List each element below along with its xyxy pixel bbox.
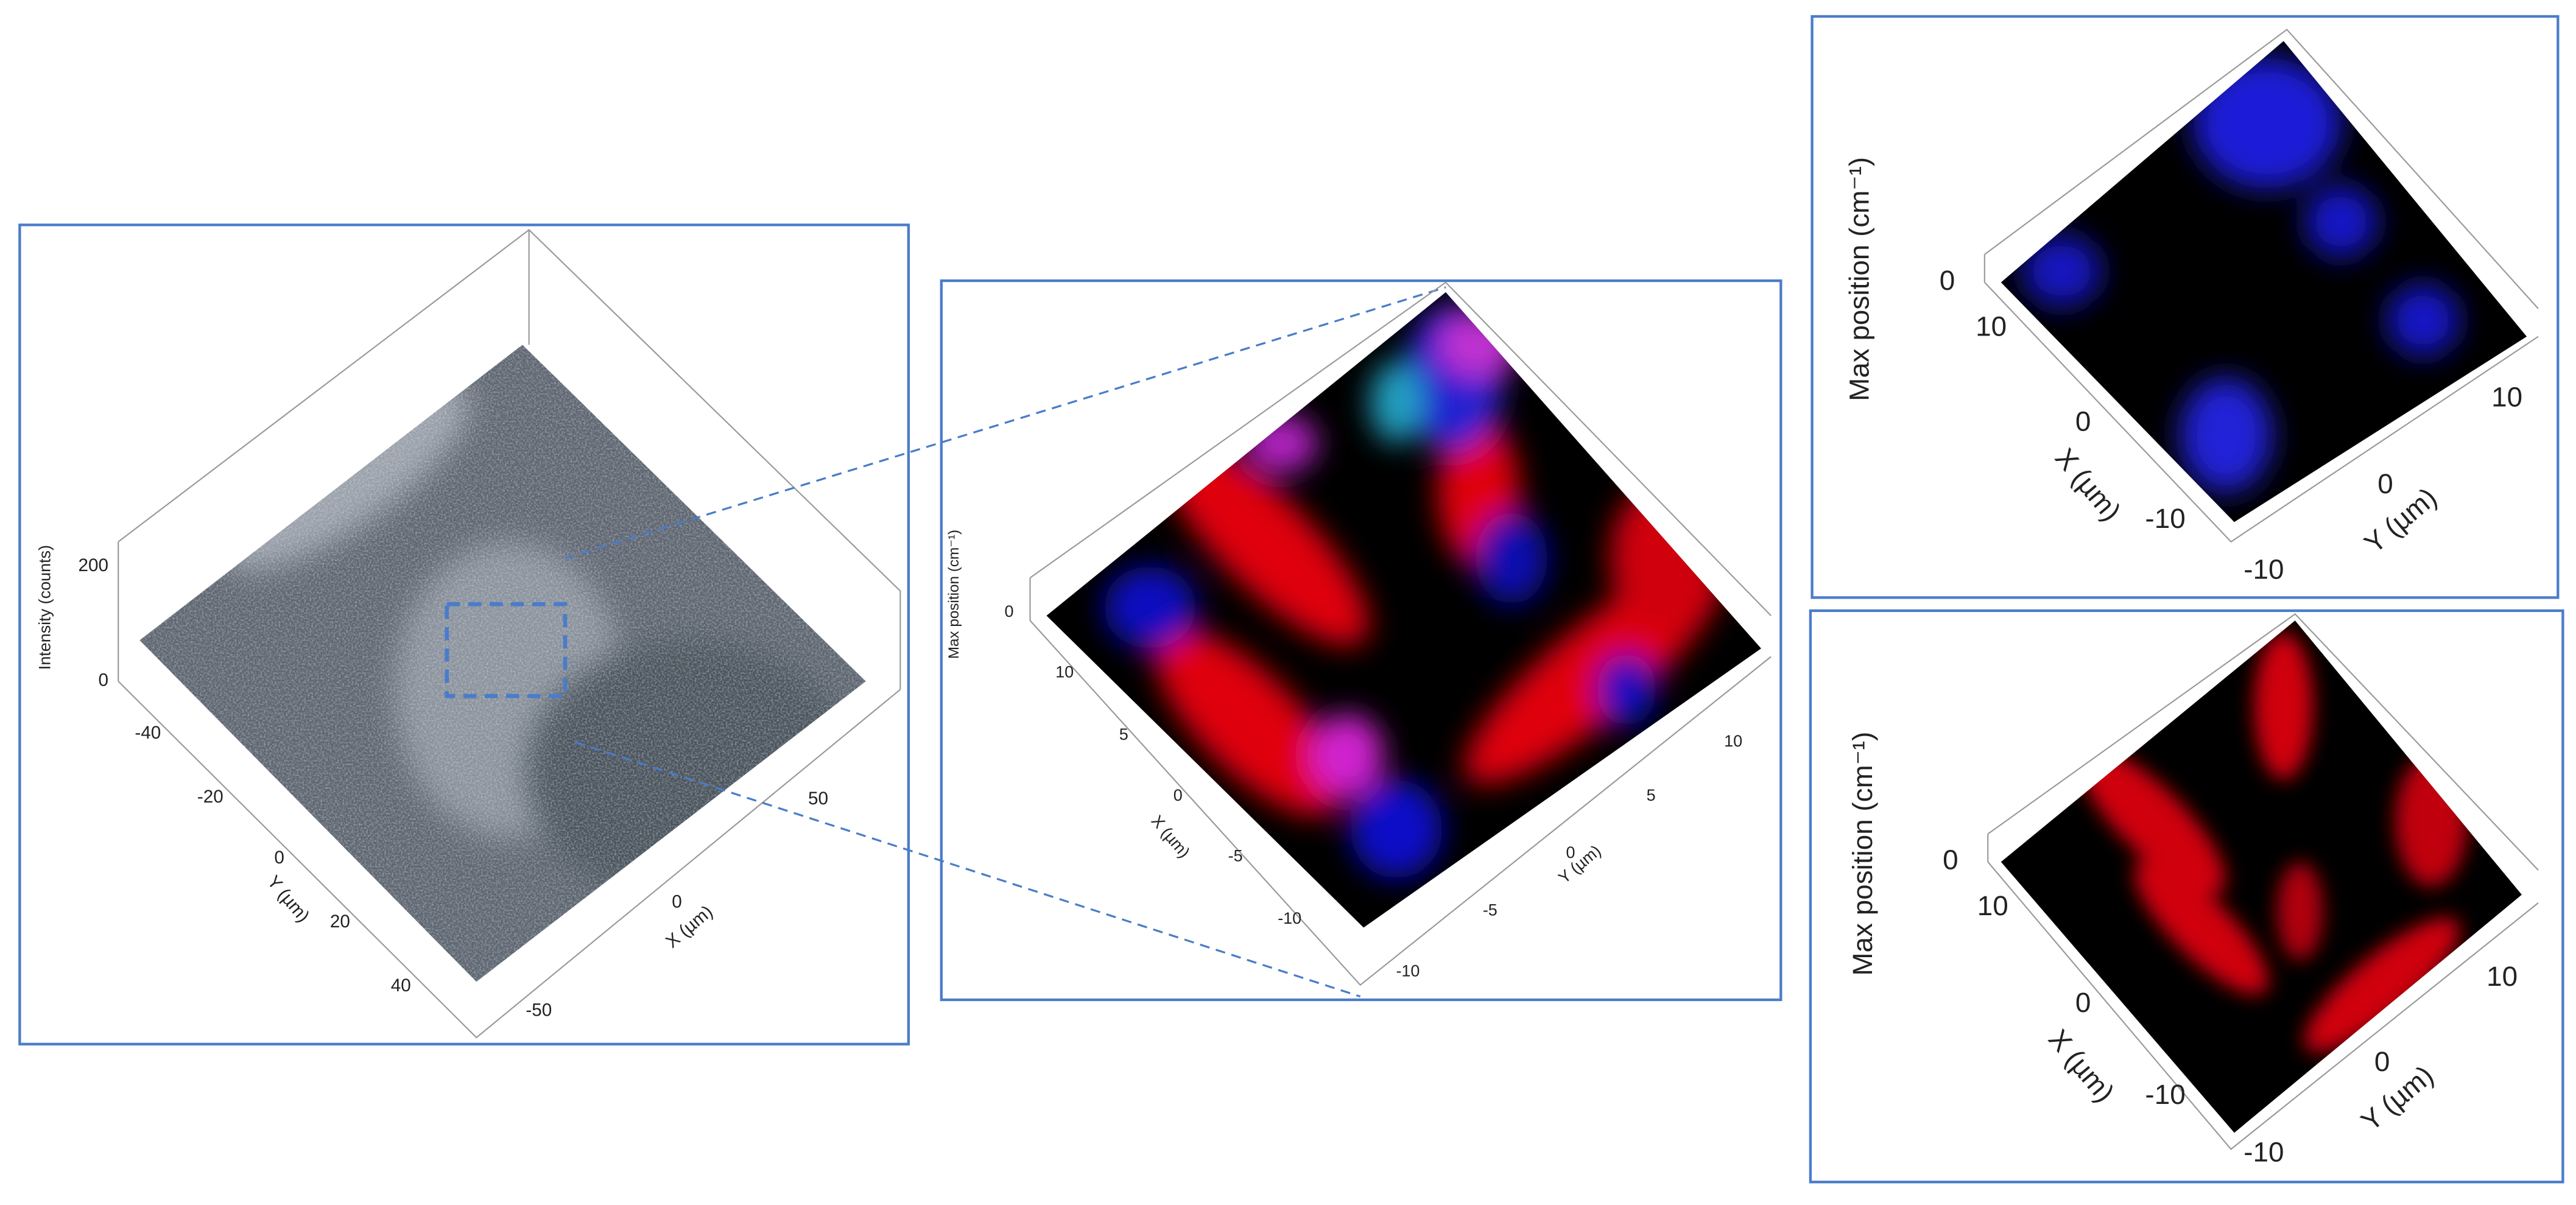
y-tick-label: 10: [2486, 961, 2518, 992]
x-tick-label: 0: [672, 892, 682, 912]
x-tick-label: 0: [1174, 786, 1183, 804]
intensity-surface: [139, 345, 866, 982]
x-tick-label: 10: [1977, 890, 2008, 921]
y-tick-label: 0: [1566, 843, 1575, 862]
box-wireframe: [118, 229, 901, 1039]
x-tick-label: 10: [1055, 663, 1074, 681]
y-tick-label: -40: [135, 723, 161, 743]
panel-frame: [940, 279, 1782, 1002]
z-tick-label: 0: [1004, 602, 1013, 620]
x-axis-label: X (µm): [2043, 1024, 2120, 1108]
z-axis-label: Max position (cm⁻¹): [946, 530, 962, 659]
x-tick-label: -10: [2145, 503, 2185, 534]
z-tick-label: 0: [99, 670, 109, 690]
y-axis-label: Y (µm): [263, 872, 314, 926]
position-surface: [1046, 292, 1761, 928]
y-tick-label: 5: [1647, 786, 1656, 804]
y-axis-label: Y (µm): [1555, 841, 1604, 887]
y-tick-label: 20: [330, 912, 350, 932]
panel-frame: [1811, 15, 2560, 599]
x-axis-label: X (µm): [2049, 443, 2127, 527]
z-axis-label: Max position (cm⁻¹): [1847, 732, 1878, 976]
y-tick-label: 0: [2377, 468, 2393, 499]
x-tick-label: 0: [2075, 987, 2091, 1018]
x-tick-label: -10: [1278, 909, 1301, 927]
box-wireframe: [1983, 29, 2539, 543]
y-tick-label: -10: [2243, 553, 2284, 585]
z-tick-label: 0: [1940, 265, 1955, 296]
z-axis-label: Max position (cm⁻¹): [1844, 157, 1875, 401]
y-tick-label: 40: [391, 975, 411, 996]
x-tick-label: 10: [1976, 311, 2007, 342]
x-tick-label: 5: [1119, 725, 1128, 743]
zoom-line: [574, 741, 1361, 998]
y-axis-label: Y (µm): [2355, 1059, 2439, 1137]
x-tick-label: -10: [2145, 1079, 2185, 1110]
x-tick-label: 50: [808, 789, 828, 809]
panel-frame: [18, 223, 910, 1045]
x-tick-label: -50: [526, 1000, 552, 1021]
y-axis-label: Y (µm): [2359, 482, 2443, 559]
box-wireframe: [1987, 613, 2539, 1150]
y-tick-label: 0: [2374, 1046, 2390, 1077]
panel-frame: [1809, 609, 2564, 1184]
y-tick-label: 10: [1724, 732, 1742, 750]
x-axis-label: X (µm): [1148, 812, 1194, 862]
zoom-line: [565, 286, 1446, 560]
z-axis-label: Intensity (counts): [36, 545, 54, 670]
box-wireframe: [1029, 281, 1772, 986]
y-tick-label: 10: [2491, 381, 2522, 412]
z-tick-label: 0: [1943, 845, 1958, 876]
x-tick-label: 0: [2075, 406, 2091, 437]
y-tick-label: -10: [2243, 1137, 2284, 1168]
z-tick-label: 200: [79, 555, 108, 575]
y-tick-label: -5: [1483, 901, 1497, 919]
y-tick-label: -20: [197, 787, 223, 807]
y-tick-label: -10: [1396, 961, 1420, 980]
x-axis-label: X (µm): [662, 902, 717, 952]
y-tick-label: 0: [274, 848, 284, 868]
zoom-region: [445, 602, 568, 698]
x-tick-label: -5: [1228, 847, 1243, 865]
